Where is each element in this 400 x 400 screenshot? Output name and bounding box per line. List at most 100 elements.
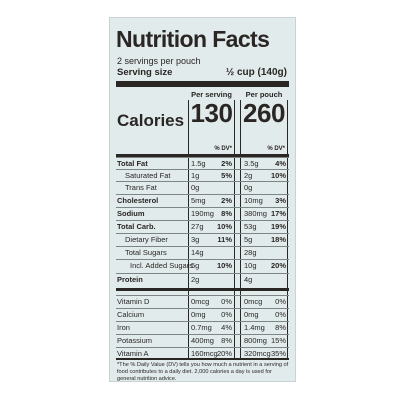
footnote: *The % Daily Value (DV) tells you how mu… (117, 362, 289, 382)
nutrient-name: Incl. Added Sugars (130, 261, 193, 270)
dv-per-serving: 0% (221, 310, 232, 319)
amount-per-serving: 27g (191, 222, 204, 231)
calories-per-serving: 130 (190, 98, 233, 128)
nutrient-row: Total Carb. 27g 10% 53g 19% (116, 220, 289, 234)
amount-per-serving: 2g (191, 275, 200, 284)
nutrition-facts-label: Nutrition Facts 2 servings per pouch Ser… (109, 17, 296, 382)
dv-per-pouch: 0% (275, 310, 286, 319)
nutrient-name: Vitamin D (117, 297, 150, 306)
amount-per-serving: 5g (191, 261, 200, 270)
nutrient-row: Total Fat 1.5g 2% 3.5g 4% (116, 157, 289, 171)
amount-per-pouch: 380mg (244, 209, 267, 218)
dv-per-pouch: 0% (275, 297, 286, 306)
dv-per-pouch: 19% (270, 222, 286, 231)
amount-per-serving: 0mg (191, 310, 206, 319)
servings-per-container: 2 servings per pouch (117, 56, 201, 66)
per-serving-header: Per serving (191, 90, 232, 99)
amount-per-pouch: 320mcg (244, 349, 271, 358)
amount-per-serving: 3g (191, 235, 200, 244)
nutrient-name: Total Fat (117, 159, 148, 168)
per-serving-column-box (188, 100, 235, 358)
dv-header-per-serving: % DV* (214, 146, 232, 152)
amount-per-serving: 1g (191, 171, 200, 180)
dv-per-pouch: 35% (270, 349, 286, 358)
nutrient-row: Vitamin A 160mcg 20% 320mcg 35% (116, 347, 289, 361)
dv-header-per-pouch: % DV* (267, 146, 285, 152)
amount-per-serving: 0.7mg (191, 323, 212, 332)
amount-per-serving: 0g (191, 183, 200, 192)
nutrient-row: Total Sugars 14g 28g (116, 246, 289, 260)
amount-per-serving: 14g (191, 248, 204, 257)
nutrient-name: Sodium (117, 209, 145, 218)
amount-per-pouch: 2g (244, 171, 253, 180)
amount-per-serving: 400mg (191, 336, 214, 345)
dv-per-serving: 10% (216, 261, 232, 270)
dv-per-pouch: 4% (275, 159, 286, 168)
amount-per-pouch: 10g (244, 261, 257, 270)
amount-per-serving: 1.5g (191, 159, 206, 168)
dv-per-serving: 5% (221, 171, 232, 180)
nutrient-row: Cholesterol 5mg 2% 10mg 3% (116, 194, 289, 208)
dv-per-pouch: 8% (275, 323, 286, 332)
dv-per-pouch: 18% (270, 235, 286, 244)
nutrient-name: Iron (117, 323, 130, 332)
amount-per-pouch: 3.5g (244, 159, 259, 168)
amount-per-pouch: 0mg (244, 310, 259, 319)
nutrient-name: Saturated Fat (125, 171, 171, 180)
dv-per-serving: 2% (221, 196, 232, 205)
nutrient-row: Calcium 0mg 0% 0mg 0% (116, 308, 289, 322)
dv-per-serving: 8% (221, 336, 232, 345)
calories-per-pouch: 260 (243, 98, 285, 128)
serving-size-label: Serving size (117, 67, 173, 78)
nutrient-name: Dietary Fiber (125, 235, 168, 244)
thick-divider (116, 81, 289, 87)
amount-per-pouch: 10mg (244, 196, 263, 205)
nutrient-row: Protein 2g 4g (116, 273, 289, 287)
serving-size-value: ½ cup (140g) (225, 67, 287, 78)
medium-divider (116, 154, 289, 157)
calories-label: Calories (117, 111, 185, 130)
nutrient-row: Incl. Added Sugars 5g 10% 10g 20% (116, 259, 289, 273)
dv-per-serving: 0% (221, 297, 232, 306)
nutrient-row: Vitamin D 0mcg 0% 0mcg 0% (116, 295, 289, 309)
dv-per-pouch: 20% (270, 261, 286, 270)
dv-per-pouch: 10% (270, 171, 286, 180)
amount-per-serving: 190mg (191, 209, 214, 218)
nutrient-row: Iron 0.7mg 4% 1.4mg 8% (116, 321, 289, 335)
dv-per-pouch: 17% (270, 209, 286, 218)
dv-per-serving: 11% (217, 235, 232, 244)
dv-per-serving: 4% (221, 323, 232, 332)
amount-per-pouch: 0mcg (244, 297, 263, 306)
nutrient-name: Total Carb. (117, 222, 156, 231)
amount-per-pouch: 4g (244, 275, 253, 284)
nutrient-row: Potassium 400mg 8% 800mg 15% (116, 334, 289, 348)
dv-per-pouch: 15% (270, 336, 286, 345)
dv-per-serving: 20% (216, 349, 232, 358)
amount-per-serving: 5mg (191, 196, 206, 205)
amount-per-pouch: 800mg (244, 336, 267, 345)
label-title: Nutrition Facts (116, 26, 270, 52)
amount-per-pouch: 1.4mg (244, 323, 265, 332)
amount-per-pouch: 53g (244, 222, 257, 231)
dv-per-serving: 10% (216, 222, 232, 231)
dv-per-pouch: 3% (275, 196, 286, 205)
dv-per-serving: 2% (221, 159, 232, 168)
dv-per-serving: 8% (221, 209, 232, 218)
amount-per-pouch: 28g (244, 248, 257, 257)
amount-per-pouch: 5g (244, 235, 253, 244)
per-pouch-column-box (240, 100, 288, 358)
footnote-divider (116, 358, 289, 360)
nutrient-name: Vitamin A (117, 349, 149, 358)
vitamin-divider (116, 288, 289, 291)
per-pouch-header: Per pouch (245, 90, 283, 99)
amount-per-pouch: 0g (244, 183, 253, 192)
amount-per-serving: 160mcg (191, 349, 218, 358)
nutrient-row: Dietary Fiber 3g 11% 5g 18% (116, 233, 289, 247)
nutrient-name: Total Sugars (125, 248, 167, 257)
nutrient-name: Trans Fat (125, 183, 157, 192)
nutrient-name: Calcium (117, 310, 145, 319)
nutrient-name: Protein (117, 275, 143, 284)
nutrient-name: Cholesterol (117, 196, 159, 205)
amount-per-serving: 0mcg (191, 297, 210, 306)
nutrient-row: Saturated Fat 1g 5% 2g 10% (116, 169, 289, 183)
